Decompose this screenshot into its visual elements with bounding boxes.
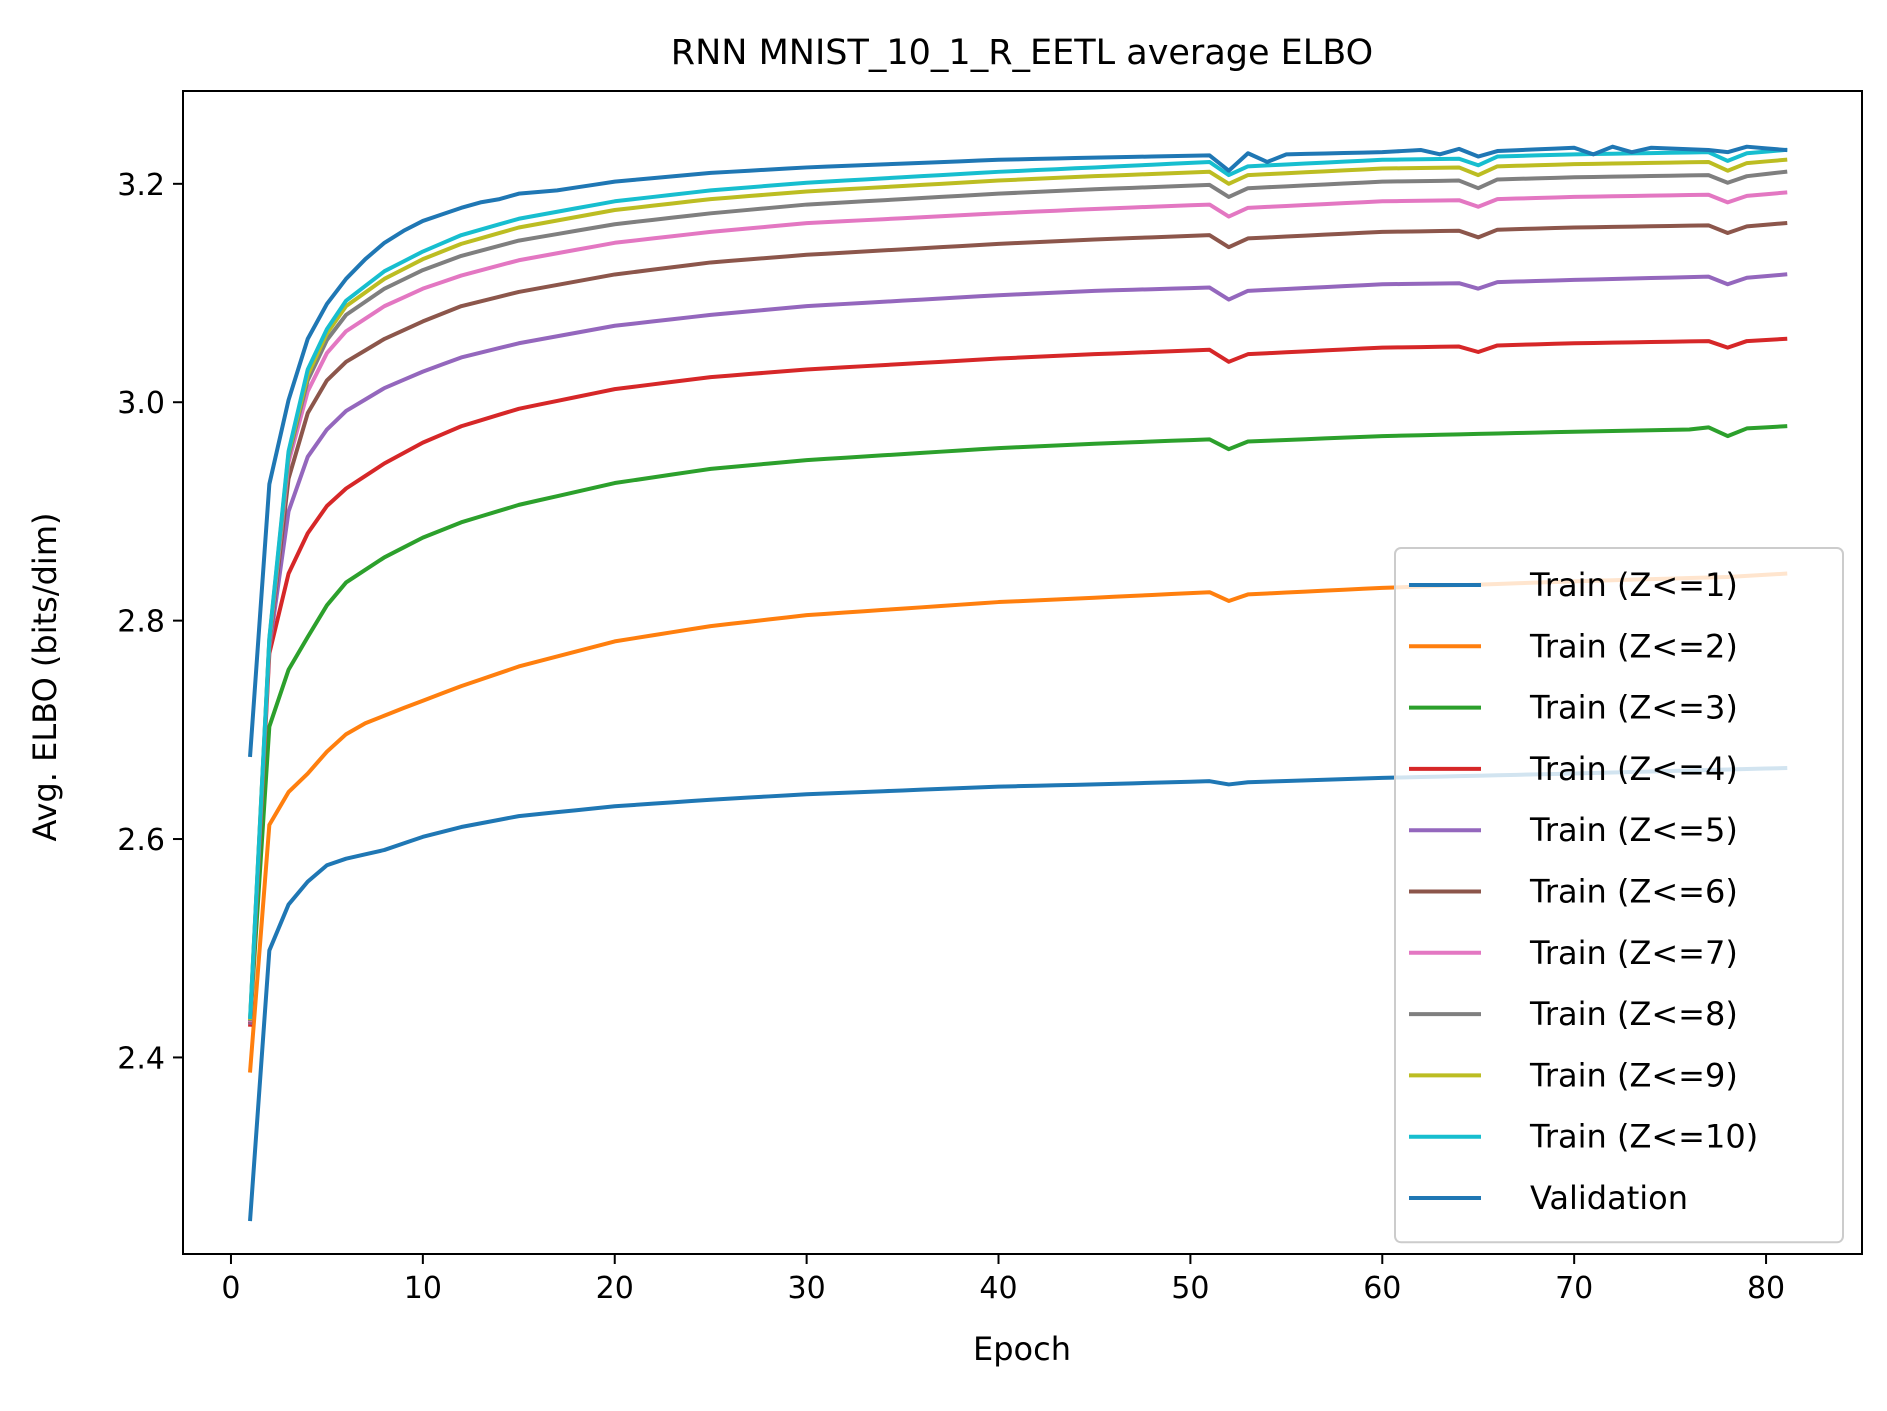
series-line-5 (248, 272, 1788, 1025)
legend-label: Train (Z<=7) (1529, 934, 1738, 972)
x-tick-label: 0 (221, 1271, 240, 1306)
y-tick-label: 3.2 (117, 168, 165, 203)
legend-label: Train (Z<=4) (1529, 750, 1738, 788)
legend-label: Train (Z<=10) (1529, 1118, 1758, 1156)
x-tick-label: 80 (1747, 1271, 1785, 1306)
series-line-7 (248, 190, 1788, 1023)
series-line-6 (248, 220, 1788, 1024)
legend-box (1394, 547, 1844, 1244)
series-line-10 (248, 147, 1788, 1020)
y-tick-label: 2.6 (117, 823, 165, 858)
y-tick-label: 2.8 (117, 605, 165, 640)
x-tick-label: 30 (788, 1271, 826, 1306)
x-tick-label: 10 (404, 1271, 442, 1306)
series-line-11 (248, 144, 1788, 758)
legend-label: Train (Z<=5) (1529, 811, 1738, 849)
series-line-3 (248, 424, 1788, 1025)
x-tick-label: 60 (1363, 1271, 1401, 1306)
legend-label: Train (Z<=6) (1529, 873, 1738, 911)
x-axis-label: Epoch (973, 1330, 1071, 1368)
series-line-4 (248, 336, 1788, 1027)
legend-label: Train (Z<=9) (1529, 1056, 1738, 1094)
x-tick-label: 50 (1171, 1271, 1209, 1306)
legend: Train (Z<=1) Train (Z<=2) Train (Z<=3) Trai… (1394, 547, 1844, 1244)
legend-label: Train (Z<=2) (1529, 627, 1738, 665)
legend-label: Train (Z<=3) (1529, 689, 1738, 727)
y-tick-label: 2.4 (117, 1041, 165, 1076)
legend-label: Validation (1530, 1179, 1688, 1217)
x-tick-label: 20 (596, 1271, 634, 1306)
legend-label: Train (Z<=1) (1529, 566, 1738, 604)
series-line-9 (248, 157, 1788, 1021)
plot-area (248, 144, 1788, 1222)
x-tick-label: 40 (979, 1271, 1017, 1306)
x-tick-label: 70 (1555, 1271, 1593, 1306)
chart-title: RNN MNIST_10_1_R_EETL average ELBO (671, 33, 1373, 73)
legend-label: Train (Z<=8) (1529, 995, 1738, 1033)
y-axis-label: Avg. ELBO (bits/dim) (26, 513, 64, 842)
axes: 0 10 20 30 40 50 60 70 80 2.4 2.6 2.8 3.0 3.2 (117, 90, 1863, 1306)
series-line-8 (248, 169, 1788, 1022)
y-tick-label: 3.0 (117, 386, 165, 421)
plot-frame (182, 90, 1863, 1255)
